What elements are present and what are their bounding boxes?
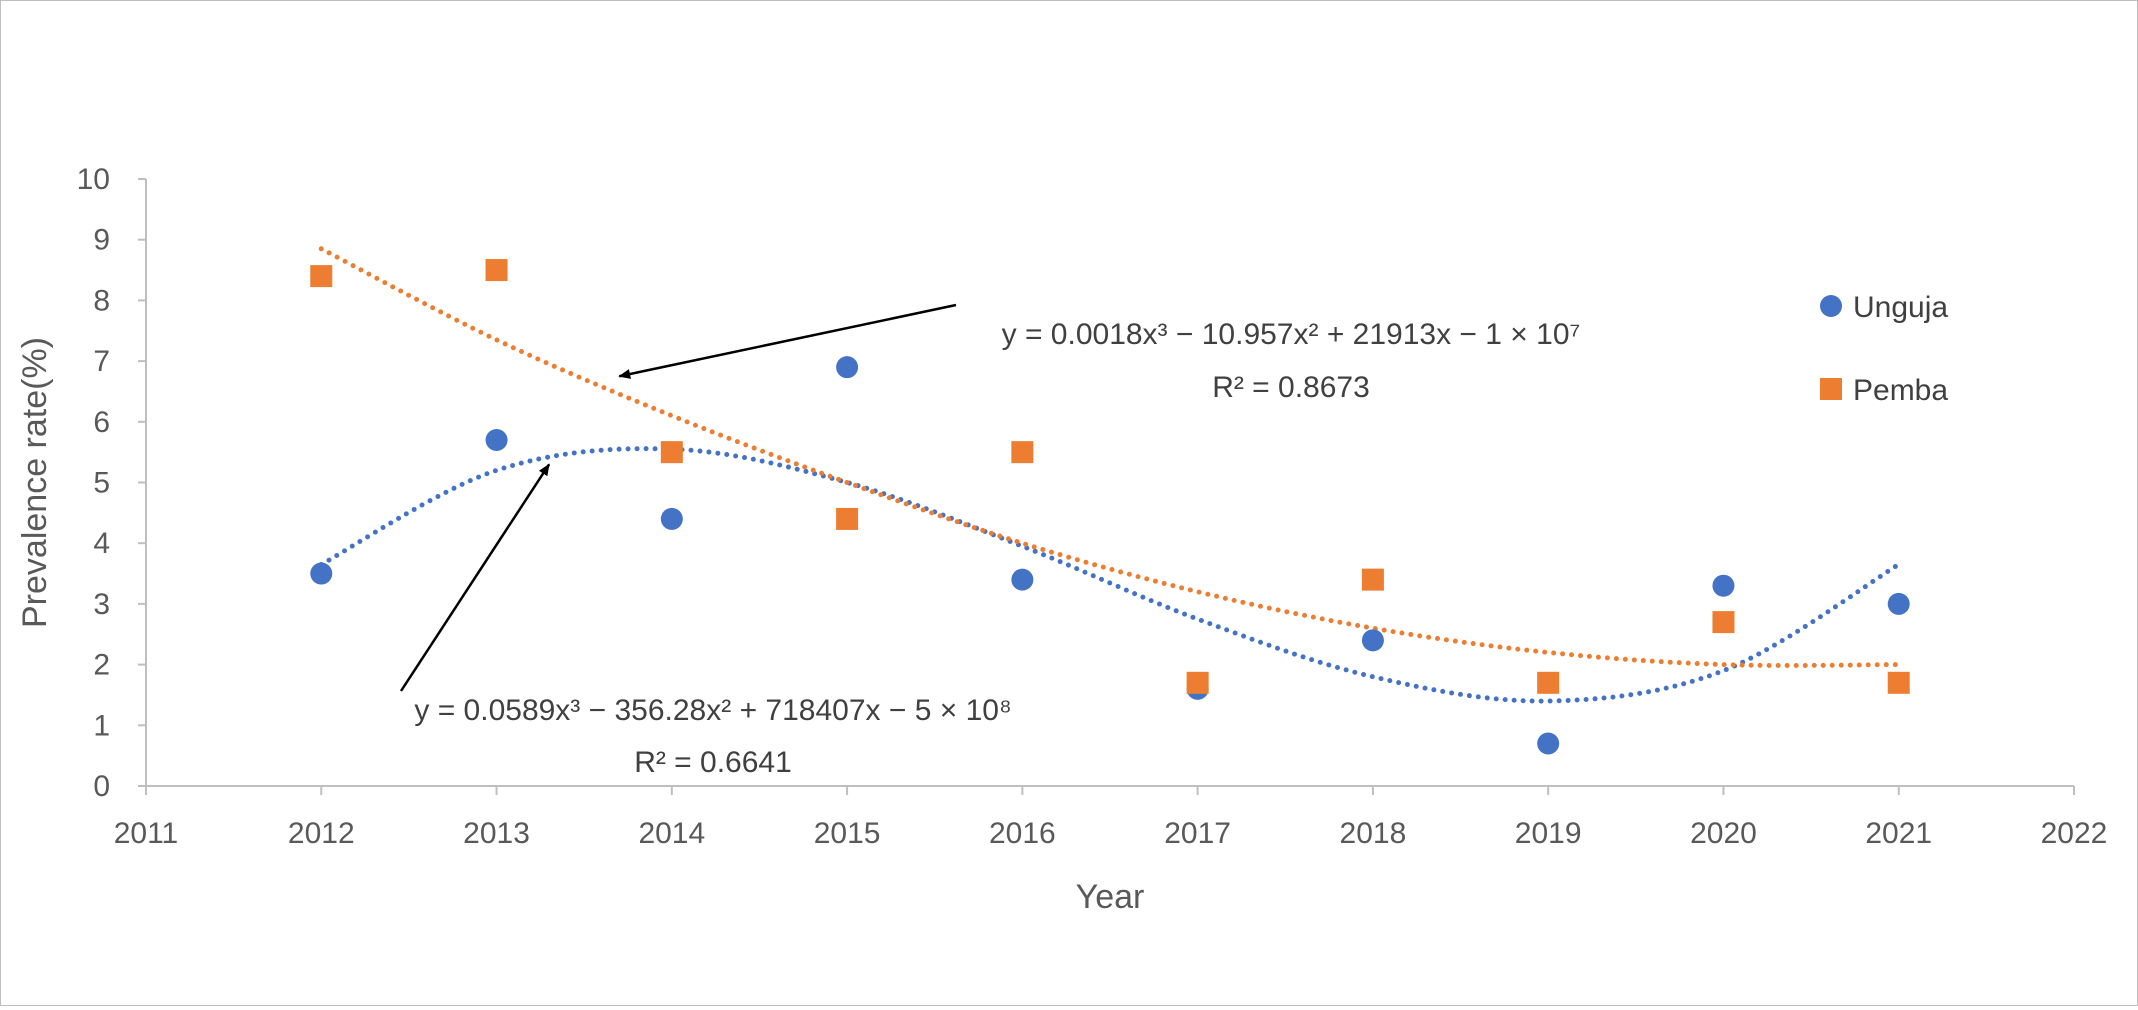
pemba-point [1712, 611, 1735, 634]
y-tick-label: 1 [93, 709, 110, 742]
unguja-point [1887, 592, 1910, 615]
y-tick-label: 10 [77, 163, 110, 196]
legend-pemba-label: Pemba [1853, 374, 1948, 407]
unguja-equation-arrow [399, 463, 551, 692]
pemba-point [1186, 671, 1209, 694]
y-tick-label: 4 [93, 527, 110, 560]
pemba-point [1361, 568, 1384, 591]
y-tick-label: 5 [93, 467, 110, 500]
unguja-point [1361, 629, 1384, 652]
unguja-trend-equation: y = 0.0589x³ − 356.28x² + 718407x − 5 × … [414, 694, 1011, 727]
pemba-point [660, 441, 683, 464]
pemba-equation-arrow [618, 303, 957, 379]
legend-unguja-marker [1820, 295, 1842, 317]
y-tick-label: 6 [93, 406, 110, 439]
pemba-point [1887, 671, 1910, 694]
y-tick-label: 3 [93, 588, 110, 621]
pemba-r-squared: R² = 0.8673 [1212, 371, 1370, 404]
x-tick-label: 2020 [1690, 817, 1757, 850]
unguja-point [1011, 568, 1034, 591]
x-tick-label: 2015 [814, 817, 881, 850]
x-tick-label: 2019 [1515, 817, 1582, 850]
x-tick-label: 2022 [2041, 817, 2108, 850]
pemba-trend-equation: y = 0.0018x³ − 10.957x² + 21913x − 1 × 1… [1002, 318, 1581, 351]
legend-unguja-label: Unguja [1853, 291, 1948, 324]
x-tick-label: 2021 [1865, 817, 1932, 850]
pemba-point [310, 265, 333, 288]
legend-pemba-marker [1820, 378, 1842, 400]
x-tick-label: 2013 [463, 817, 530, 850]
data-points-group [310, 259, 1910, 755]
unguja-point [1537, 732, 1560, 755]
y-tick-label: 7 [93, 345, 110, 378]
y-tick-label: 0 [93, 770, 110, 803]
pemba-point [485, 259, 508, 282]
unguja-point [485, 429, 508, 452]
x-tick-label: 2014 [638, 817, 705, 850]
pemba-trendline [318, 246, 1902, 668]
y-tick-label: 8 [93, 284, 110, 317]
x-tick-label: 2011 [114, 817, 179, 850]
unguja-point [836, 356, 859, 379]
x-tick-label: 2017 [1164, 817, 1231, 850]
y-tick-label: 9 [93, 224, 110, 257]
unguja-point [310, 562, 333, 585]
x-axis-title: Year [1076, 878, 1145, 916]
trendlines-group [318, 246, 1902, 704]
pemba-point [1011, 441, 1034, 464]
x-tick-label: 2016 [989, 817, 1056, 850]
pemba-point [1537, 671, 1560, 694]
x-tick-label: 2018 [1340, 817, 1407, 850]
unguja-point [660, 507, 683, 530]
unguja-trendline [318, 446, 1902, 704]
annotations-group: y = 0.0018x³ − 10.957x² + 21913x − 1 × 1… [399, 303, 1581, 779]
unguja-r-squared: R² = 0.6641 [634, 746, 792, 779]
x-tick-label: 2012 [288, 817, 355, 850]
axes-group: 0 1 2 3 4 5 6 7 8 9 10 2011 2012 2013 2014 2015 2016 2017… [16, 163, 2107, 916]
pemba-point [836, 507, 859, 530]
y-axis-title: Prevalence rate(%) [16, 337, 54, 628]
y-tick-label: 2 [93, 649, 110, 682]
legend: Unguja Pemba [1820, 291, 1948, 407]
unguja-point [1712, 574, 1735, 597]
